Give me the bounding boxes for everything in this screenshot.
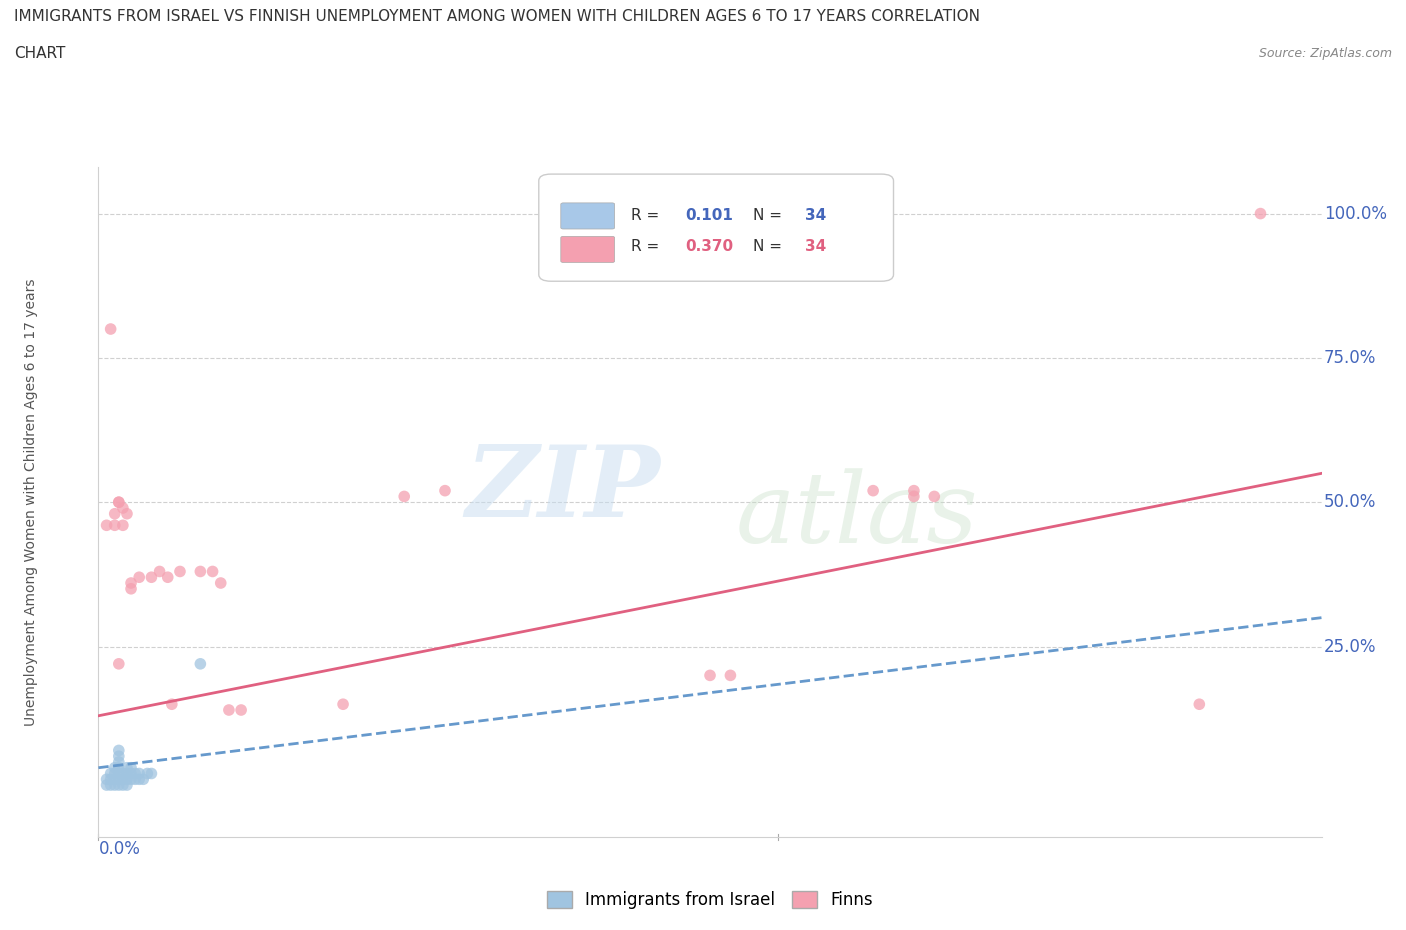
Point: [434, 484, 457, 498]
Point: [104, 761, 127, 776]
Text: R =: R =: [630, 239, 664, 254]
Point: [115, 506, 138, 521]
Text: 0.370: 0.370: [686, 239, 734, 254]
Text: Source: ZipAtlas.com: Source: ZipAtlas.com: [1258, 46, 1392, 60]
Point: [149, 564, 172, 578]
Text: 34: 34: [806, 208, 827, 223]
Text: ZIP: ZIP: [465, 441, 661, 537]
FancyBboxPatch shape: [538, 174, 894, 281]
Point: [115, 766, 138, 781]
Text: 25.0%: 25.0%: [1324, 637, 1376, 656]
Point: [718, 668, 742, 683]
Text: 100.0%: 100.0%: [1324, 205, 1388, 222]
Text: N =: N =: [752, 239, 787, 254]
Point: [188, 564, 212, 578]
Point: [100, 322, 122, 337]
Point: [104, 766, 127, 781]
Point: [120, 772, 142, 787]
Point: [108, 761, 131, 776]
Point: [141, 766, 163, 781]
Point: [156, 570, 179, 585]
Point: [132, 772, 155, 787]
Point: [120, 576, 142, 591]
Point: [392, 489, 416, 504]
Point: [111, 766, 134, 781]
Point: [188, 657, 212, 671]
Point: [104, 772, 127, 787]
Point: [100, 777, 122, 792]
Point: [108, 743, 131, 758]
Point: [209, 576, 232, 591]
Point: [201, 564, 224, 578]
Point: [108, 766, 131, 781]
Point: [1188, 697, 1211, 711]
Legend: Immigrants from Israel, Finns: Immigrants from Israel, Finns: [540, 884, 880, 916]
Point: [111, 772, 134, 787]
Point: [108, 754, 131, 769]
Point: [1249, 206, 1271, 221]
Point: [128, 570, 150, 585]
FancyBboxPatch shape: [561, 203, 614, 229]
Text: 34: 34: [806, 239, 827, 254]
Text: 75.0%: 75.0%: [1324, 349, 1376, 367]
Point: [124, 772, 146, 787]
Point: [903, 489, 925, 504]
Point: [96, 777, 118, 792]
Text: R =: R =: [630, 208, 664, 223]
Text: 0.101: 0.101: [686, 208, 734, 223]
FancyBboxPatch shape: [561, 236, 614, 262]
Point: [108, 495, 131, 510]
Text: atlas: atlas: [735, 468, 979, 564]
Point: [100, 766, 122, 781]
Point: [231, 702, 253, 717]
Point: [104, 518, 127, 533]
Point: [115, 772, 138, 787]
Text: 50.0%: 50.0%: [1324, 493, 1376, 512]
Point: [141, 570, 163, 585]
Point: [100, 772, 122, 787]
Point: [699, 668, 721, 683]
Point: [96, 518, 118, 533]
Point: [120, 766, 142, 781]
Point: [96, 772, 118, 787]
Point: [111, 518, 134, 533]
Point: [108, 495, 131, 510]
Point: [108, 657, 131, 671]
Text: 0.0%: 0.0%: [98, 841, 141, 858]
Point: [120, 761, 142, 776]
Point: [128, 766, 150, 781]
Point: [104, 777, 127, 792]
Point: [108, 749, 131, 764]
Point: [104, 506, 127, 521]
Point: [160, 697, 183, 711]
Point: [862, 484, 884, 498]
Text: CHART: CHART: [14, 46, 66, 61]
Text: Unemployment Among Women with Children Ages 6 to 17 years: Unemployment Among Women with Children A…: [24, 278, 38, 726]
Point: [128, 772, 150, 787]
Text: IMMIGRANTS FROM ISRAEL VS FINNISH UNEMPLOYMENT AMONG WOMEN WITH CHILDREN AGES 6 : IMMIGRANTS FROM ISRAEL VS FINNISH UNEMPL…: [14, 9, 980, 24]
Point: [111, 500, 134, 515]
Point: [115, 761, 138, 776]
Point: [124, 766, 146, 781]
Point: [922, 489, 945, 504]
Point: [136, 766, 159, 781]
Point: [332, 697, 354, 711]
Point: [218, 702, 240, 717]
Point: [111, 777, 134, 792]
Point: [903, 484, 925, 498]
Point: [108, 772, 131, 787]
Text: N =: N =: [752, 208, 787, 223]
Point: [169, 564, 191, 578]
Point: [108, 777, 131, 792]
Point: [120, 581, 142, 596]
Point: [115, 777, 138, 792]
